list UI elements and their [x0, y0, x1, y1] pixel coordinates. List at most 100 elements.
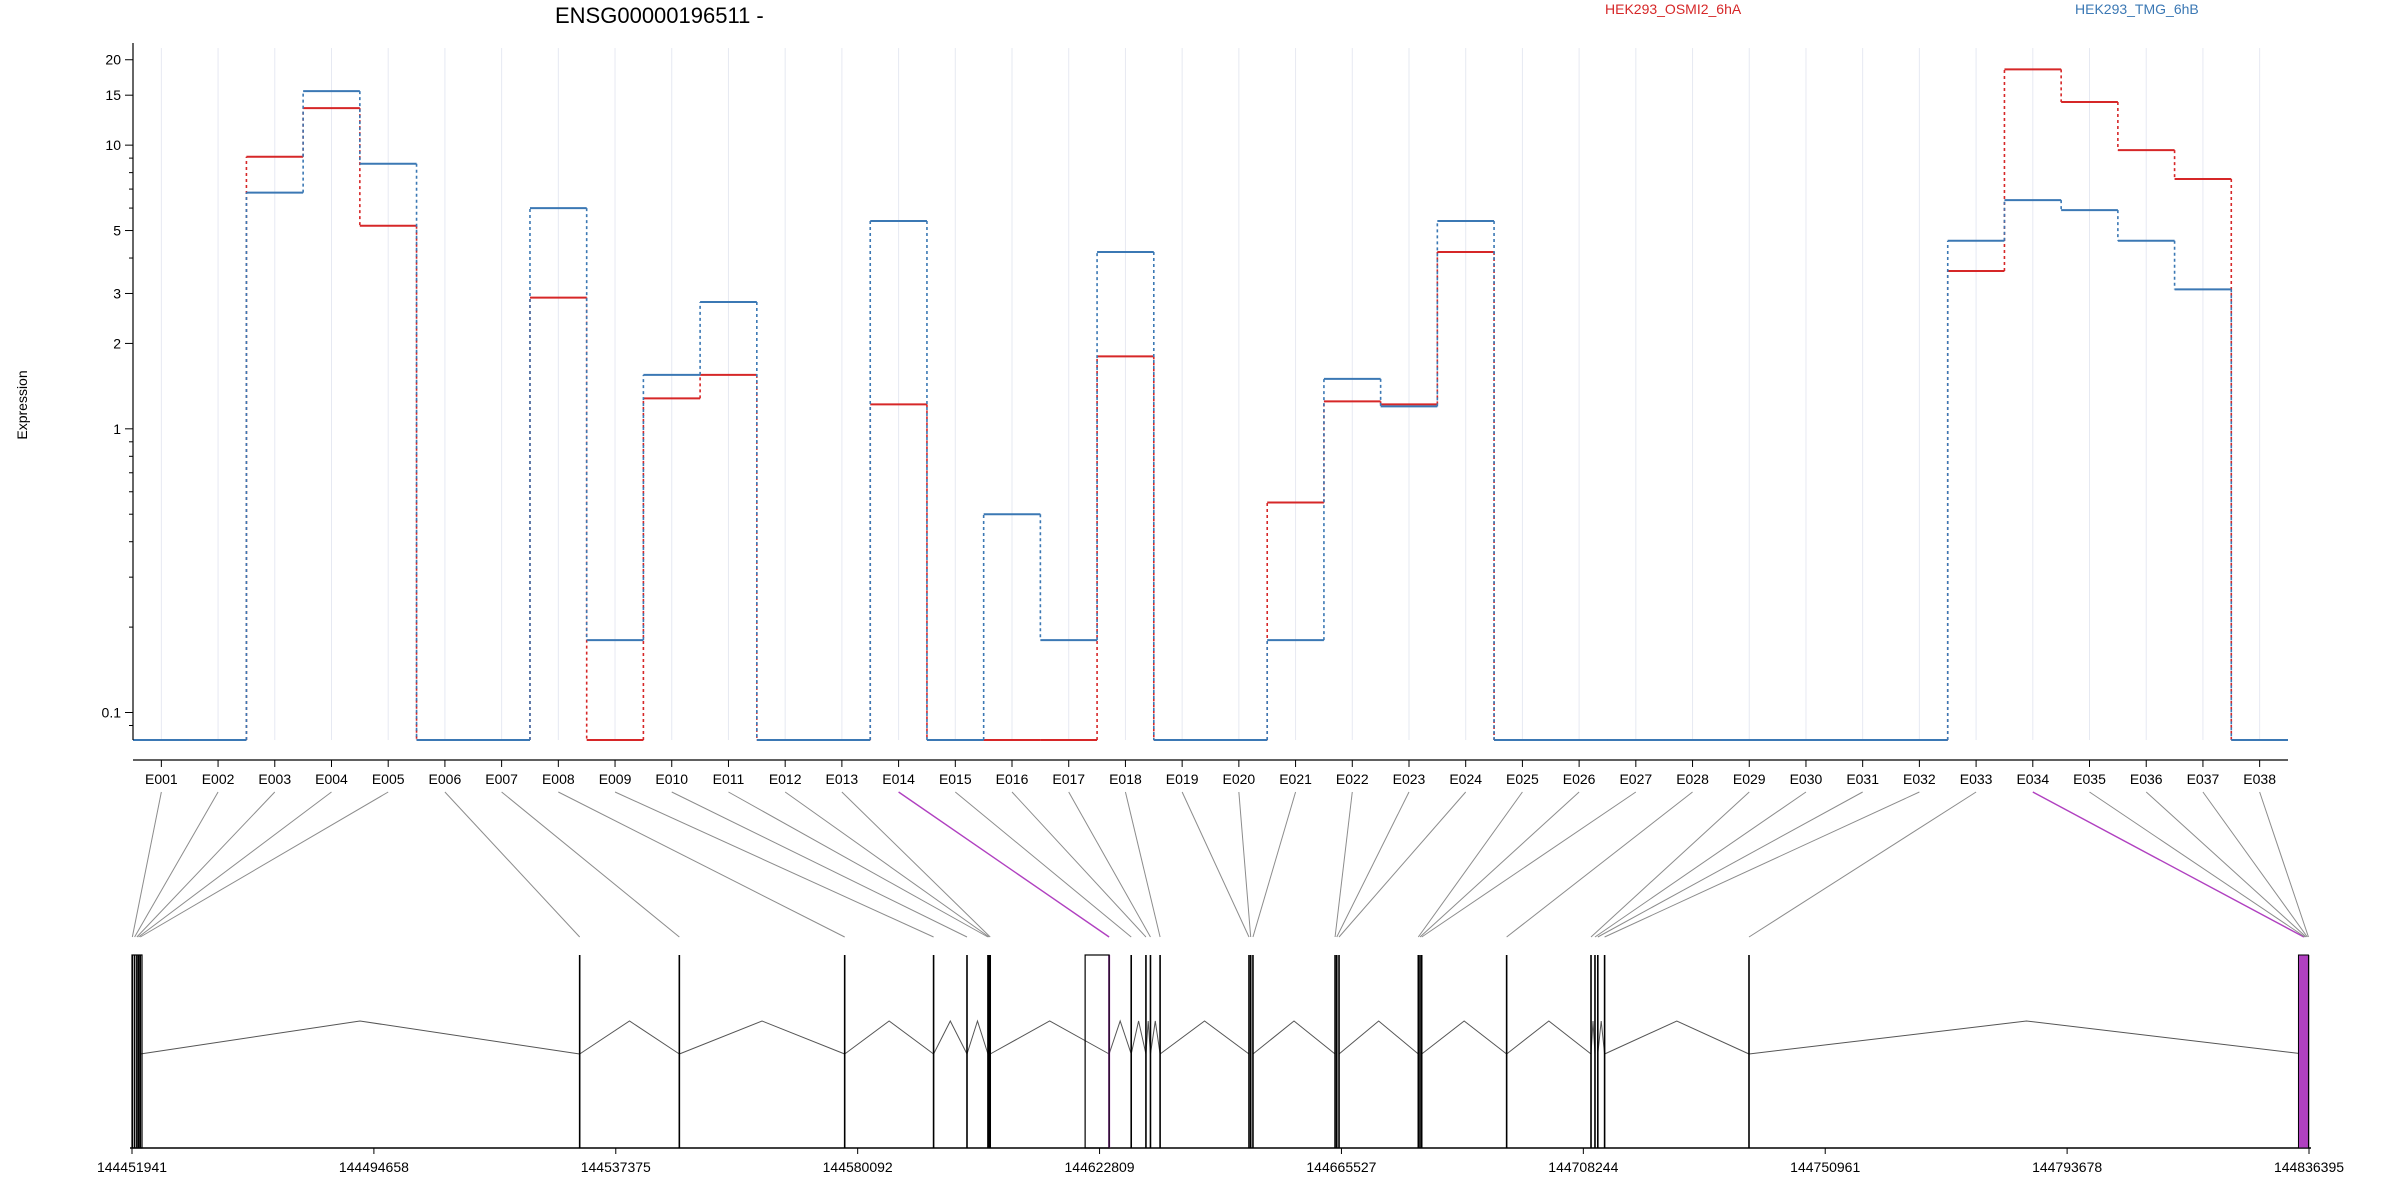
exon-connector [614, 791, 934, 938]
x-tick-label: E035 [2073, 771, 2106, 787]
intron-line [140, 1020, 580, 1055]
exon-connector [1604, 791, 1920, 938]
intron-line [1159, 1020, 1250, 1055]
genomic-tick-label: 144836395 [2274, 1159, 2344, 1175]
x-tick-label: E038 [2243, 771, 2276, 787]
exon-connector [444, 791, 581, 938]
intron-line [933, 1019, 968, 1055]
legend-series-2: HEK293_TMG_6hB [2075, 1, 2199, 17]
exon-connector [898, 791, 1110, 938]
gene-title: ENSG00000196511 - [555, 3, 764, 28]
exon-box [131, 954, 143, 1149]
exon-connector [136, 791, 276, 938]
x-tick-label: E027 [1619, 771, 1652, 787]
x-tick-label: E022 [1336, 771, 1369, 787]
series-1 [133, 68, 2288, 741]
intron-line [1421, 1020, 1507, 1055]
x-tick-label: E012 [769, 771, 802, 787]
gene-model: 144451941 144494658 144537375 144580092 1446… [97, 954, 2344, 1175]
exon-connector [1590, 791, 1750, 938]
exon-connector [671, 791, 968, 938]
intron-line [844, 1020, 934, 1055]
genomic-tick-label: 144537375 [581, 1159, 651, 1175]
x-tick-label: E002 [202, 771, 235, 787]
exon-connector [1594, 791, 1807, 938]
exon-connectors [131, 791, 2309, 938]
x-tick-label: E016 [996, 771, 1029, 787]
exon-connector [2202, 791, 2308, 938]
intron-line [1506, 1020, 1592, 1055]
exon-connector [784, 791, 990, 938]
intron-line [989, 1020, 1110, 1055]
exon-connector [2145, 791, 2307, 938]
x-tick-label: E017 [1052, 771, 1085, 787]
exon-connector [134, 791, 219, 938]
x-tick-label: E014 [882, 771, 915, 787]
x-tick-label: E025 [1506, 771, 1539, 787]
x-tick-label: E008 [542, 771, 575, 787]
exon-connector [1011, 791, 1147, 938]
y-tick-label: 10 [105, 137, 121, 153]
x-tick-label: E004 [315, 771, 348, 787]
x-tick-label: E001 [145, 771, 178, 787]
exon-connector [1181, 791, 1250, 938]
exon-connector [1506, 791, 1693, 938]
y-tick-label: 5 [113, 223, 121, 239]
genomic-tick-label: 144494658 [339, 1159, 409, 1175]
exon-connector [1068, 791, 1151, 938]
y-tick-label: 3 [113, 285, 121, 301]
exon-connector [1417, 791, 1523, 938]
x-tick-label: E030 [1790, 771, 1823, 787]
x-tick-label: E010 [655, 771, 688, 787]
x-tick-label: E009 [599, 771, 632, 787]
x-tick-label: E018 [1109, 771, 1142, 787]
x-tick-label: E034 [2016, 771, 2049, 787]
x-tick-label: E023 [1393, 771, 1426, 787]
y-tick-label: 1 [113, 421, 121, 437]
exon-connector [501, 791, 680, 938]
exon-connector [1124, 791, 1161, 938]
x-tick-label: E019 [1166, 771, 1199, 787]
genomic-tick-label: 144665527 [1306, 1159, 1376, 1175]
intron-line [1252, 1020, 1336, 1055]
exon-connector [2032, 791, 2305, 938]
y-tick-label: 20 [105, 52, 121, 68]
intron-line [1604, 1020, 1750, 1055]
exon-connector [1336, 791, 1410, 938]
axes: 0.1 1 2 3 5 10 15 20 E001 E002 E003 E004 E005 E006 E00… [102, 43, 2288, 787]
exon-connector [1748, 791, 1977, 938]
y-axis-label: Expression [14, 370, 30, 439]
exon-connector [1597, 791, 1863, 938]
exon-connector [1421, 791, 1637, 938]
series-lines [133, 68, 2288, 741]
intron-line [579, 1020, 680, 1055]
exon-connector [1338, 791, 1467, 938]
exon-connector [558, 791, 845, 938]
exon-box [1084, 954, 1110, 1149]
x-tick-label: E006 [429, 771, 462, 787]
x-tick-label: E020 [1223, 771, 1256, 787]
exon-connector [954, 791, 1132, 938]
x-tick-label: E033 [1960, 771, 1993, 787]
exon-box [2297, 954, 2309, 1149]
exon-connector [1419, 791, 1580, 938]
x-tick-label: E031 [1846, 771, 1879, 787]
x-tick-label: E011 [713, 771, 745, 787]
y-tick-label: 0.1 [102, 705, 122, 721]
legend-series-1: HEK293_OSMI2_6hA [1605, 1, 1742, 17]
series-2 [133, 90, 2288, 741]
genomic-tick-label: 144708244 [1548, 1159, 1618, 1175]
x-tick-label: E024 [1449, 771, 1482, 787]
genomic-tick-label: 144451941 [97, 1159, 167, 1175]
exon-connector [728, 791, 989, 938]
x-tick-label: E037 [2187, 771, 2220, 787]
exon-connector [138, 791, 332, 938]
x-tick-label: E029 [1733, 771, 1766, 787]
grid [160, 48, 2261, 740]
genomic-tick-label: 144580092 [823, 1159, 893, 1175]
x-tick-label: E021 [1279, 771, 1312, 787]
genomic-tick-label: 144622809 [1065, 1159, 1135, 1175]
genomic-tick-label: 144750961 [1790, 1159, 1860, 1175]
intron-line [1338, 1020, 1419, 1055]
